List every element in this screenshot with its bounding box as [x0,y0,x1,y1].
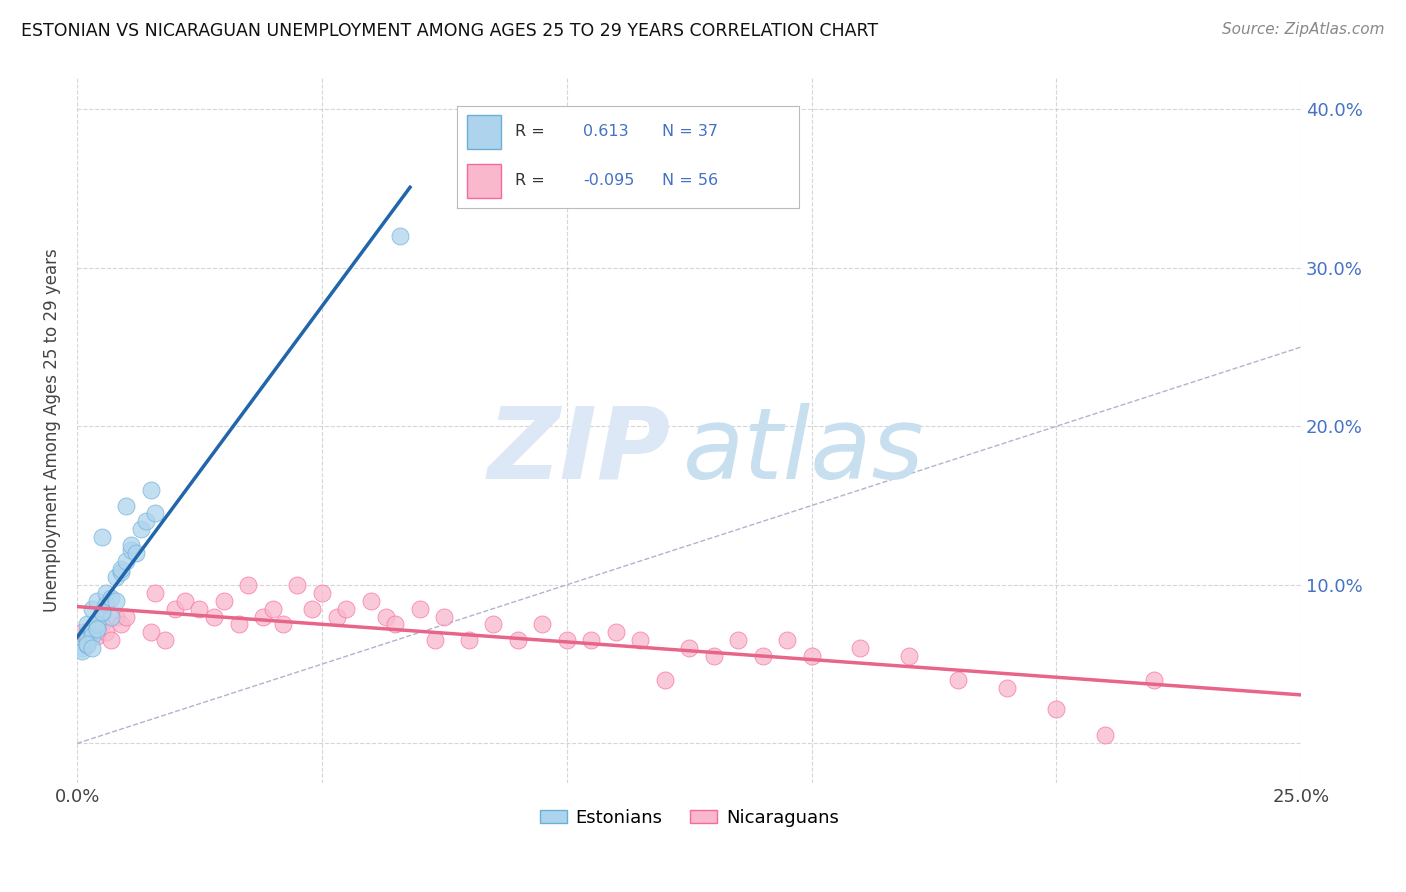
Point [70,625,93,640]
Point [995,681,1018,695]
Point [163,601,186,615]
Point [100,609,122,624]
Point [605,625,627,640]
Point [76,638,98,652]
Point [100,633,122,648]
Point [110,565,132,579]
Point [849,641,872,656]
Point [135,515,157,529]
Point [90,617,112,632]
Point [776,633,799,648]
Point [948,673,970,687]
Point [228,617,250,632]
Point [628,633,651,648]
Point [252,609,274,624]
Point [80,641,103,656]
Point [654,673,676,687]
Point [80,625,103,640]
Point [423,633,446,648]
Point [80,629,103,643]
Text: ZIP: ZIP [488,403,671,500]
Point [90,605,112,619]
Point [188,601,211,615]
Point [360,593,382,607]
Text: ESTONIAN VS NICARAGUAN UNEMPLOYMENT AMONG AGES 25 TO 29 YEARS CORRELATION CHART: ESTONIAN VS NICARAGUAN UNEMPLOYMENT AMON… [21,22,879,40]
Point [86,593,108,607]
Point [96,586,118,600]
Point [86,622,108,636]
Point [145,586,167,600]
Point [898,649,921,664]
Point [262,601,284,615]
Point [80,601,103,615]
Point [96,597,118,611]
Point [271,617,294,632]
Point [76,625,98,640]
Point [90,607,112,621]
Point [90,530,112,544]
Point [1143,673,1166,687]
Point [105,593,128,607]
Point [115,554,138,568]
Point [139,483,162,497]
Point [301,601,323,615]
Text: atlas: atlas [683,403,925,500]
Point [125,546,148,560]
Point [374,609,396,624]
Point [96,625,118,640]
Point [76,633,98,648]
Point [579,633,602,648]
Point [70,641,93,656]
Point [145,507,167,521]
Point [115,609,138,624]
Point [115,499,138,513]
Y-axis label: Unemployment Among Ages 25 to 29 years: Unemployment Among Ages 25 to 29 years [44,248,60,612]
Point [76,617,98,632]
Point [555,633,578,648]
Point [335,601,357,615]
Point [678,641,700,656]
Point [139,625,162,640]
Point [409,601,432,615]
Point [129,522,152,536]
Point [70,644,93,658]
Point [1094,729,1116,743]
Point [531,617,554,632]
Point [120,543,142,558]
Point [76,633,98,648]
Text: Source: ZipAtlas.com: Source: ZipAtlas.com [1222,22,1385,37]
Point [105,570,128,584]
Point [311,586,333,600]
Point [1045,701,1067,715]
Point [86,629,108,643]
Point [482,617,505,632]
Point [800,649,823,664]
Point [384,617,406,632]
Legend: Estonians, Nicaraguans: Estonians, Nicaraguans [533,802,846,834]
Point [287,578,309,592]
Point [110,562,132,576]
Point [100,591,122,605]
Point [727,633,749,648]
Point [80,622,103,636]
Point [155,633,177,648]
Point [506,633,529,648]
Point [76,636,98,650]
Point [86,617,108,632]
Point [238,578,260,592]
Point [703,649,725,664]
Point [389,229,412,244]
Point [325,609,347,624]
Point [110,617,132,632]
Point [86,621,108,635]
Point [120,538,142,552]
Point [751,649,773,664]
Point [202,609,225,624]
Point [80,622,103,636]
Point [173,593,195,607]
Point [457,633,479,648]
Point [433,609,456,624]
Point [105,609,128,624]
Point [212,593,235,607]
